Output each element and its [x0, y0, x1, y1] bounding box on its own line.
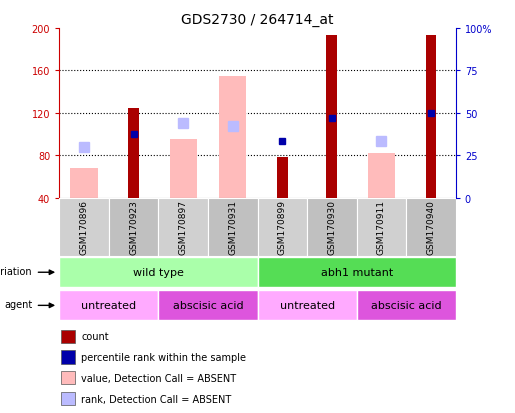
Text: GSM170896: GSM170896: [79, 200, 89, 254]
Text: rank, Detection Call = ABSENT: rank, Detection Call = ABSENT: [81, 394, 231, 404]
Bar: [307, 198, 356, 256]
Text: percentile rank within the sample: percentile rank within the sample: [81, 352, 246, 362]
Text: untreated: untreated: [81, 301, 136, 311]
Bar: [71, 169, 98, 198]
Text: wild type: wild type: [133, 268, 184, 278]
Text: GSM170931: GSM170931: [228, 200, 237, 254]
Text: untreated: untreated: [280, 301, 335, 311]
Text: abscisic acid: abscisic acid: [173, 301, 243, 311]
Text: count: count: [81, 332, 109, 342]
Bar: [258, 258, 456, 287]
Bar: [277, 158, 288, 198]
Bar: [327, 36, 337, 198]
Text: GSM170940: GSM170940: [426, 200, 436, 254]
Bar: [59, 198, 109, 256]
Text: agent: agent: [4, 299, 32, 309]
Bar: [128, 108, 139, 198]
Bar: [406, 198, 456, 256]
Bar: [59, 291, 158, 320]
Title: GDS2730 / 264714_at: GDS2730 / 264714_at: [181, 12, 334, 26]
Text: value, Detection Call = ABSENT: value, Detection Call = ABSENT: [81, 373, 236, 383]
Bar: [61, 392, 75, 405]
Bar: [59, 258, 258, 287]
Bar: [425, 36, 436, 198]
Text: GSM170899: GSM170899: [278, 200, 287, 254]
Bar: [158, 291, 258, 320]
Bar: [61, 371, 75, 385]
Bar: [61, 330, 75, 343]
Bar: [219, 76, 246, 198]
Bar: [356, 291, 456, 320]
Text: abh1 mutant: abh1 mutant: [320, 268, 393, 278]
Bar: [159, 198, 208, 256]
Bar: [258, 291, 356, 320]
Text: abscisic acid: abscisic acid: [371, 301, 441, 311]
Bar: [368, 154, 395, 198]
Bar: [61, 351, 75, 364]
Text: GSM170897: GSM170897: [179, 200, 187, 254]
Text: GSM170923: GSM170923: [129, 200, 138, 254]
Bar: [109, 198, 159, 256]
Bar: [208, 198, 258, 256]
Bar: [356, 198, 406, 256]
Text: GSM170911: GSM170911: [377, 200, 386, 254]
Text: GSM170930: GSM170930: [328, 200, 336, 254]
Text: genotype/variation: genotype/variation: [0, 266, 32, 276]
Bar: [169, 140, 197, 198]
Bar: [258, 198, 307, 256]
